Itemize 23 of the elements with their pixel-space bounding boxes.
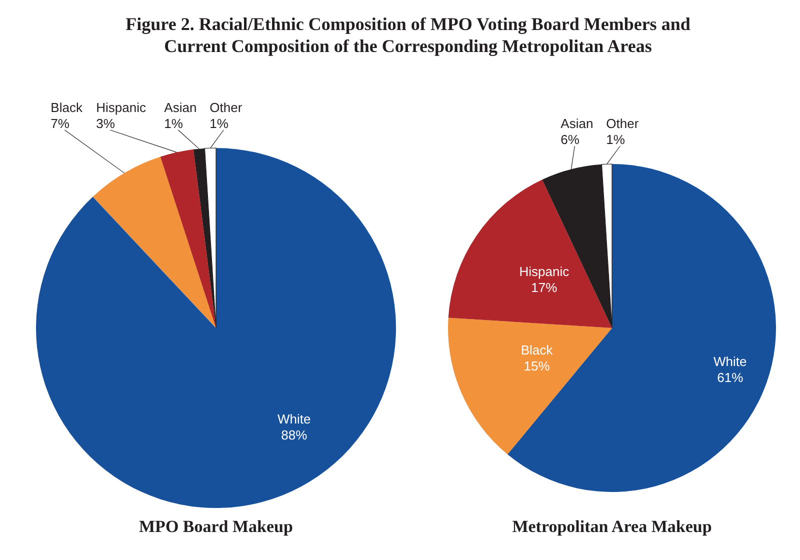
text: MPO Board Makeup bbox=[139, 517, 293, 536]
data-label: 17% bbox=[531, 280, 558, 295]
slice-label: Other bbox=[606, 116, 640, 131]
slice-label: White bbox=[278, 412, 311, 427]
slice-label: Black bbox=[50, 100, 83, 115]
slice-label: Hispanic bbox=[96, 100, 147, 115]
chart-title: Figure 2. Racial/Ethnic Composition of MPO Voting Board Members and Current Composition of the Corresponding Metropolitan Areas bbox=[126, 14, 690, 56]
data-label: 1% bbox=[164, 116, 184, 131]
data-label: 3% bbox=[96, 116, 116, 131]
data-label: 1% bbox=[606, 132, 626, 147]
slice-label: Black bbox=[520, 342, 554, 358]
slice-label: Asian bbox=[560, 116, 594, 131]
slice-label: Asian bbox=[164, 100, 197, 115]
slice-label: Other bbox=[210, 100, 243, 115]
data-label: 6% bbox=[560, 132, 580, 147]
slice-label: White bbox=[714, 354, 747, 370]
data-label: 88% bbox=[281, 428, 308, 443]
text: Metropolitan Area Makeup bbox=[512, 517, 712, 536]
data-label: 15% bbox=[524, 358, 550, 374]
data-label: 61% bbox=[717, 370, 744, 386]
slice-label: Hispanic bbox=[519, 264, 570, 279]
data-label: 7% bbox=[50, 116, 70, 131]
data-label: 1% bbox=[210, 116, 229, 131]
